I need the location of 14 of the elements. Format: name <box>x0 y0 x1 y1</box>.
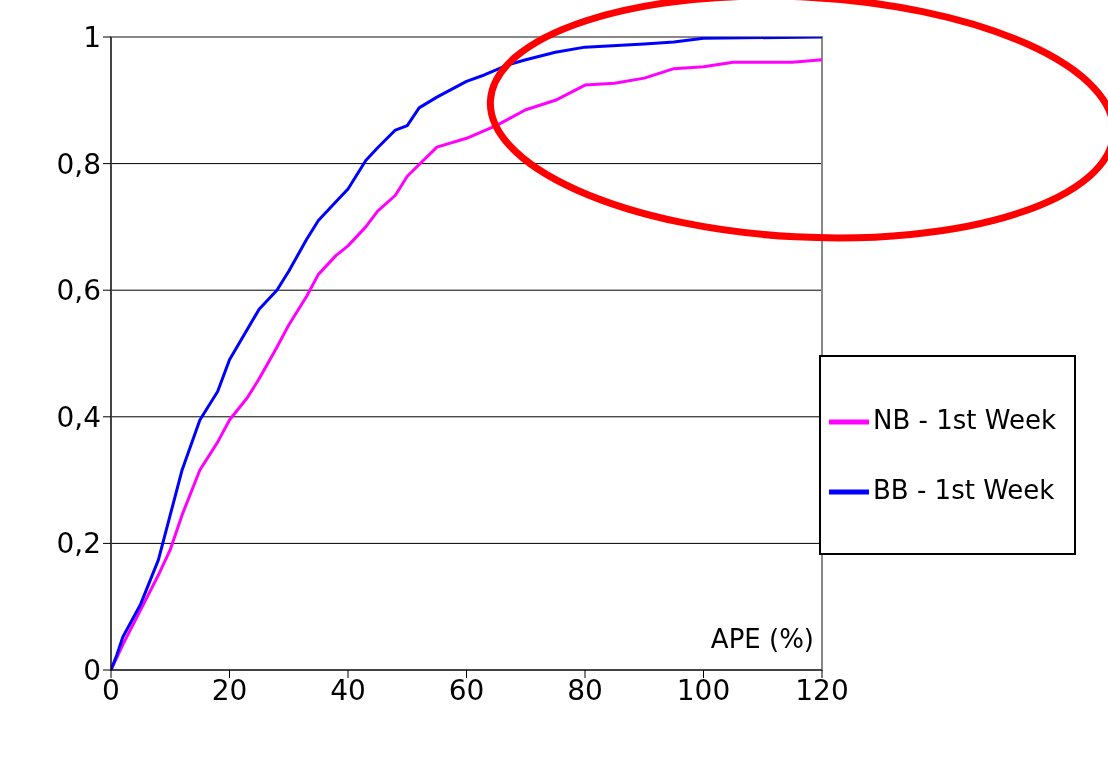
x-tick-label: 40 <box>330 673 366 707</box>
legend-label: NB - 1st Week <box>873 405 1056 435</box>
x-axis-title: APE (%) <box>710 624 815 654</box>
legend-label: BB - 1st Week <box>873 475 1055 505</box>
x-tick-label: 20 <box>211 673 248 707</box>
x-tick-label: 60 <box>448 673 485 707</box>
x-tick-label: 80 <box>567 673 603 707</box>
y-tick-label: 1 <box>83 20 101 54</box>
y-tick-label: 0,8 <box>56 147 101 181</box>
y-tick-label: 0,6 <box>56 274 101 308</box>
x-tick-label: 100 <box>676 673 731 707</box>
y-tick-label: 0,4 <box>56 400 101 434</box>
x-tick-label: 120 <box>795 673 849 707</box>
y-tick-label: 0,2 <box>56 527 101 561</box>
